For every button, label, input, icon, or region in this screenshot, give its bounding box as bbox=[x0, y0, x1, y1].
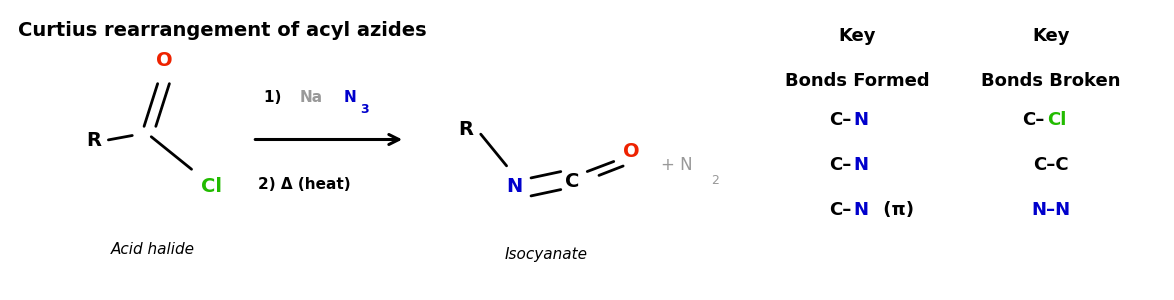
Text: C–: C– bbox=[829, 201, 851, 219]
Text: Cl: Cl bbox=[1047, 111, 1067, 129]
Text: Isocyanate: Isocyanate bbox=[505, 248, 587, 262]
Text: Acid halide: Acid halide bbox=[110, 242, 195, 256]
Text: C–: C– bbox=[1023, 111, 1045, 129]
Text: 1): 1) bbox=[264, 90, 286, 105]
Text: 2) Δ (heat): 2) Δ (heat) bbox=[258, 177, 351, 192]
Text: N: N bbox=[853, 156, 869, 174]
Text: N: N bbox=[344, 90, 357, 105]
Text: C–C: C–C bbox=[1033, 156, 1068, 174]
Text: Na: Na bbox=[299, 90, 323, 105]
Text: N: N bbox=[853, 111, 869, 129]
Text: C: C bbox=[565, 172, 579, 191]
Text: Key: Key bbox=[838, 27, 876, 45]
Text: Cl: Cl bbox=[201, 176, 222, 196]
Text: Bonds Broken: Bonds Broken bbox=[981, 72, 1120, 90]
Text: 2: 2 bbox=[711, 173, 720, 187]
Text: Curtius rearrangement of acyl azides: Curtius rearrangement of acyl azides bbox=[18, 21, 426, 40]
Text: R: R bbox=[87, 131, 101, 151]
Text: O: O bbox=[623, 142, 640, 161]
Text: Key: Key bbox=[1032, 27, 1070, 45]
Text: C–: C– bbox=[829, 156, 851, 174]
Text: (π): (π) bbox=[877, 201, 915, 219]
Text: 3: 3 bbox=[360, 103, 369, 116]
Text: N–N: N–N bbox=[1031, 201, 1071, 219]
Text: R: R bbox=[458, 119, 473, 139]
Text: N: N bbox=[506, 176, 522, 196]
Text: O: O bbox=[156, 50, 173, 70]
Text: N: N bbox=[853, 201, 869, 219]
Text: Bonds Formed: Bonds Formed bbox=[784, 72, 930, 90]
Text: + N: + N bbox=[661, 156, 693, 174]
Text: C–: C– bbox=[829, 111, 851, 129]
